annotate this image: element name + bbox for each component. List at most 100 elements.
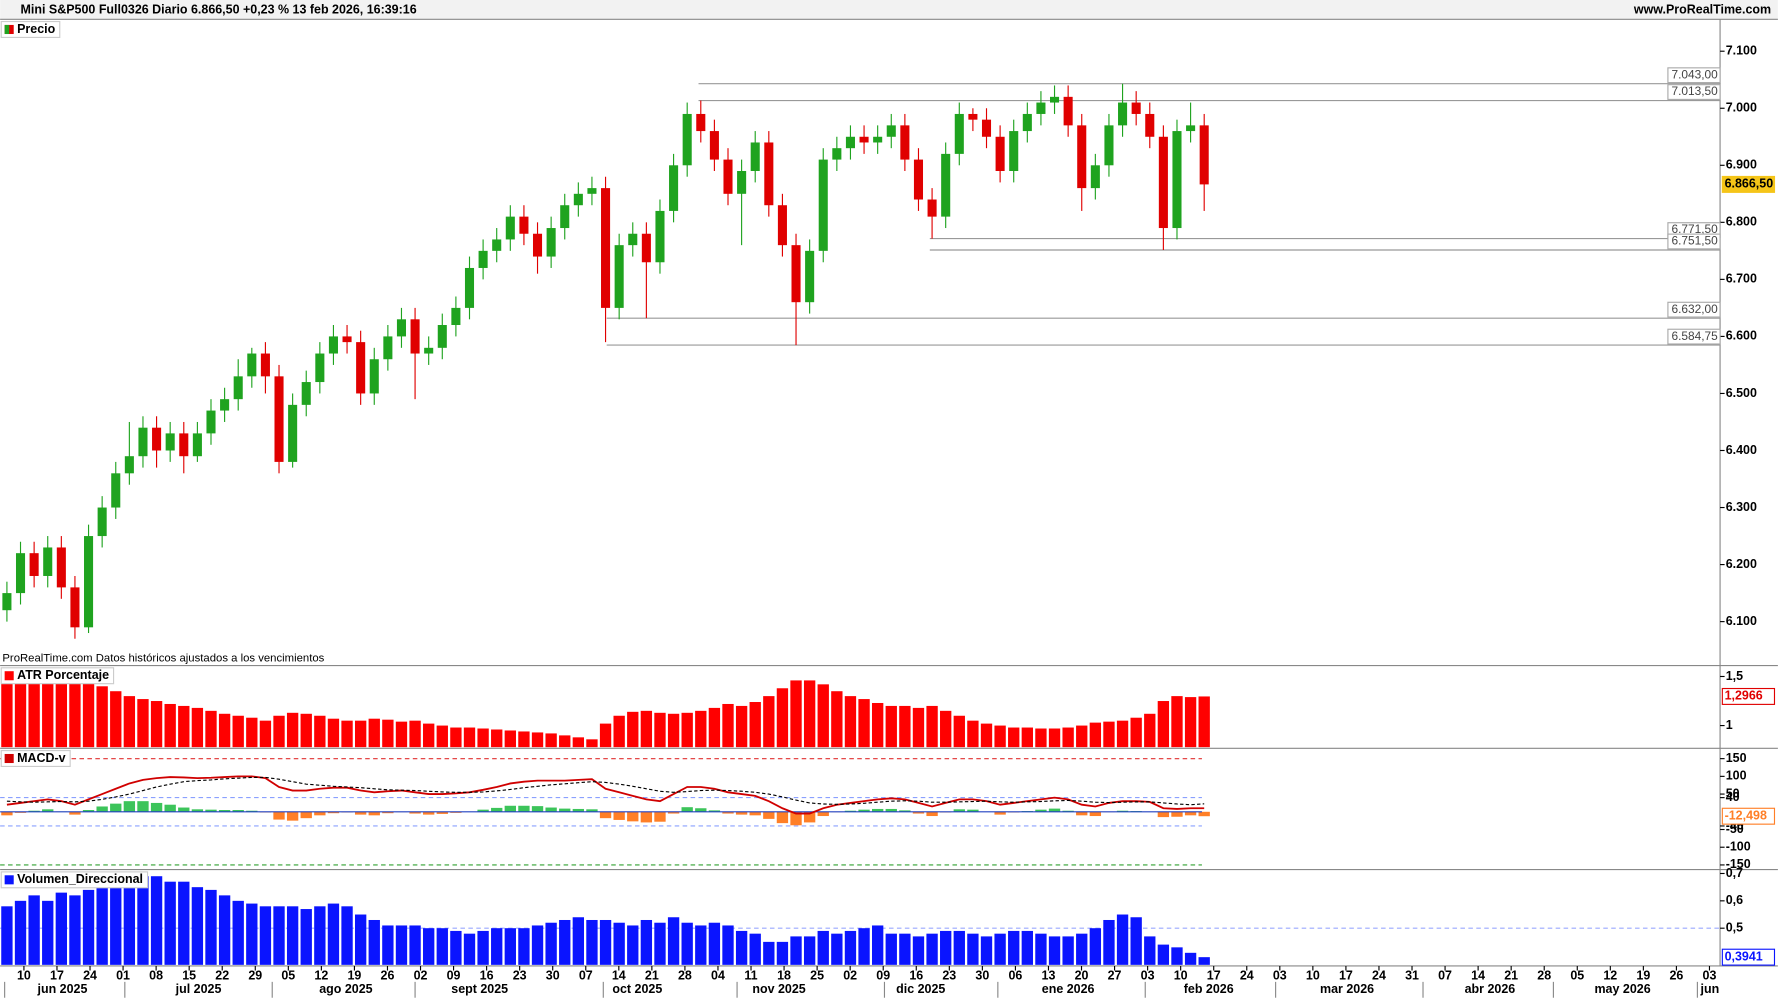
- bar: [395, 721, 408, 748]
- y-tick-label: 6.400: [1726, 443, 1757, 457]
- histogram-bar: [735, 811, 748, 815]
- bar: [82, 889, 95, 965]
- bar: [749, 933, 761, 965]
- bar: [640, 710, 653, 748]
- bar: [613, 922, 625, 965]
- bar: [164, 703, 176, 748]
- bar: [14, 900, 27, 965]
- bar: [831, 691, 843, 748]
- bar: [1062, 727, 1074, 748]
- histogram-bar: [1089, 811, 1102, 817]
- x-tick-label: 26: [1669, 968, 1683, 982]
- histogram-bar: [776, 811, 789, 824]
- histogram-bar: [790, 811, 802, 826]
- candle-body: [641, 233, 651, 263]
- candle-body: [750, 142, 760, 171]
- histogram-bar: [1035, 809, 1047, 812]
- bar: [28, 671, 40, 748]
- month-label: nov 2025: [752, 982, 805, 996]
- histogram-bar: [1076, 811, 1088, 816]
- bar: [627, 925, 639, 965]
- bar: [695, 710, 707, 748]
- candle-body: [1090, 165, 1100, 189]
- bar: [803, 936, 816, 965]
- candle-body: [464, 267, 475, 308]
- bar: [1021, 727, 1033, 748]
- bar: [354, 720, 367, 748]
- bar: [545, 733, 557, 748]
- bar: [246, 903, 258, 965]
- bar: [967, 933, 979, 965]
- last-value-box: [1721, 807, 1776, 825]
- bar: [599, 919, 612, 965]
- bar: [463, 933, 476, 965]
- last-value-box: [1721, 687, 1776, 705]
- bar: [1076, 725, 1088, 748]
- histogram-bar: [504, 805, 516, 812]
- x-tick-label: 20: [1075, 968, 1089, 982]
- candle-body: [179, 433, 189, 457]
- bar: [436, 928, 448, 965]
- site-link[interactable]: www.ProRealTime.com: [1633, 3, 1771, 17]
- bar: [1035, 728, 1047, 748]
- bar: [735, 930, 748, 965]
- histogram-bar: [749, 811, 761, 816]
- x-tick-label: 21: [1504, 968, 1518, 982]
- histogram-bar: [1, 811, 13, 816]
- bar: [368, 919, 380, 965]
- candle-body: [315, 353, 325, 383]
- level-label-box: [1667, 67, 1721, 84]
- candle-body: [84, 536, 94, 628]
- x-tick-label: 07: [1438, 968, 1452, 982]
- histogram-bar: [559, 808, 571, 812]
- histogram-bar: [531, 806, 544, 812]
- bar: [504, 730, 516, 748]
- y-tick-label: 6.700: [1726, 272, 1757, 286]
- bar: [69, 895, 81, 965]
- x-tick-label: 01: [116, 968, 130, 982]
- histogram-bar: [817, 811, 829, 817]
- level-label-box: [1667, 233, 1721, 250]
- histogram-bar: [1184, 811, 1197, 816]
- bar: [178, 705, 190, 748]
- x-tick-label: 23: [513, 968, 527, 982]
- level-label: 7.013,50: [1672, 84, 1719, 98]
- bar: [191, 707, 204, 748]
- bar: [259, 720, 272, 748]
- bar: [191, 887, 204, 965]
- candle-body: [873, 136, 883, 143]
- data-note: ProRealTime.com Datos históricos ajustad…: [2, 653, 324, 665]
- histogram-bar: [518, 805, 530, 812]
- bar: [722, 925, 734, 965]
- bar: [1103, 721, 1115, 748]
- y-tick-label: 50: [1726, 786, 1740, 800]
- candle-body: [301, 382, 311, 405]
- bar: [627, 711, 639, 748]
- x-tick-label: 03: [1273, 968, 1287, 982]
- bar: [940, 710, 952, 748]
- candle-body: [505, 216, 515, 240]
- candle-body: [15, 553, 26, 594]
- bar: [1008, 727, 1020, 748]
- indicator-line: [6, 775, 1205, 815]
- histogram-bar: [409, 811, 421, 814]
- level-label: 6.632,00: [1672, 302, 1719, 316]
- panel-title-box: [0, 750, 71, 768]
- bar: [776, 688, 789, 748]
- bar: [1089, 928, 1102, 965]
- bar: [1048, 728, 1061, 748]
- panel-swatch: [4, 753, 14, 764]
- panel-title: Precio: [17, 22, 56, 36]
- histogram-bar: [423, 811, 435, 815]
- bar: [42, 900, 54, 965]
- bar: [1008, 930, 1020, 965]
- candle-body: [274, 376, 284, 462]
- bar: [844, 696, 857, 748]
- month-label: oct 2025: [612, 982, 662, 996]
- histogram-bar: [858, 809, 870, 812]
- last-value-box: [1721, 948, 1776, 966]
- histogram-bar: [218, 810, 231, 812]
- x-tick-label: 22: [215, 968, 229, 982]
- candle-body: [233, 376, 243, 400]
